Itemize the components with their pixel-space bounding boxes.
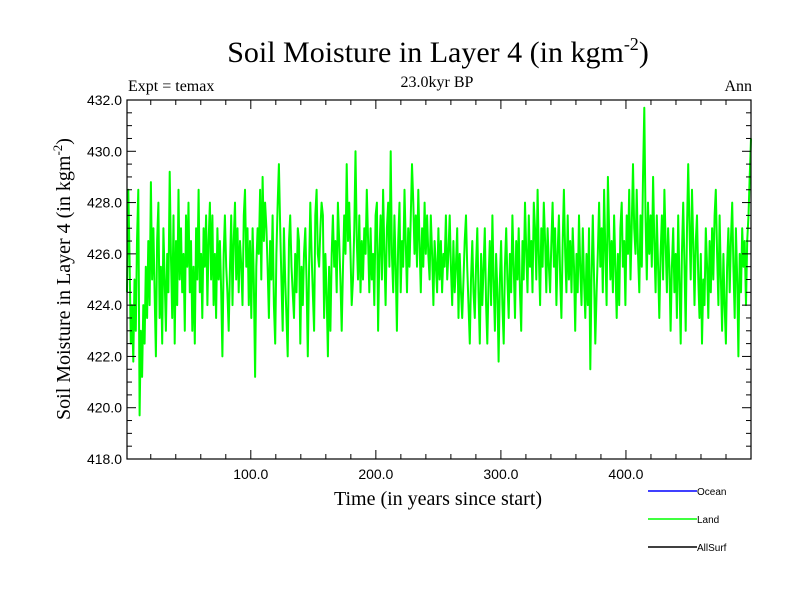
y-tick-label: 424.0: [87, 297, 122, 313]
y-tick-label: 426.0: [87, 246, 122, 262]
x-tick-label: 200.0: [358, 466, 393, 482]
chart-title: Soil Moisture in Layer 4 (in kgm-2): [227, 34, 649, 69]
season-label: Ann: [724, 78, 752, 95]
y-tick-label: 430.0: [87, 143, 122, 159]
x-tick-label: 400.0: [608, 466, 643, 482]
legend-label-land: Land: [697, 515, 719, 526]
y-tick-label: 432.0: [87, 92, 122, 108]
legend-label-allsurf: AllSurf: [697, 543, 727, 554]
legend: Ocean Land AllSurf: [648, 487, 727, 554]
x-axis: 100.0 200.0 300.0 400.0: [150, 100, 727, 482]
experiment-label: Expt = temax: [128, 78, 214, 95]
y-axis-label: Soil Moisture in Layer 4 (in kgm-2): [50, 138, 75, 420]
y-tick-label: 422.0: [87, 348, 122, 364]
x-tick-label: 300.0: [483, 466, 518, 482]
x-axis-label: Time (in years since start): [334, 488, 542, 510]
y-tick-label: 418.0: [87, 451, 122, 467]
x-tick-label: 100.0: [233, 466, 268, 482]
y-axis: 418.0 420.0 422.0 424.0 426.0 428.0 430.0 432.0: [87, 92, 751, 467]
legend-label-ocean: Ocean: [697, 487, 726, 498]
y-tick-label: 420.0: [87, 400, 122, 416]
y-tick-label: 428.0: [87, 195, 122, 211]
series-layer: [126, 106, 752, 417]
series-line-land: [126, 106, 752, 417]
chart-subtitle: 23.0kyr BP: [401, 74, 474, 91]
